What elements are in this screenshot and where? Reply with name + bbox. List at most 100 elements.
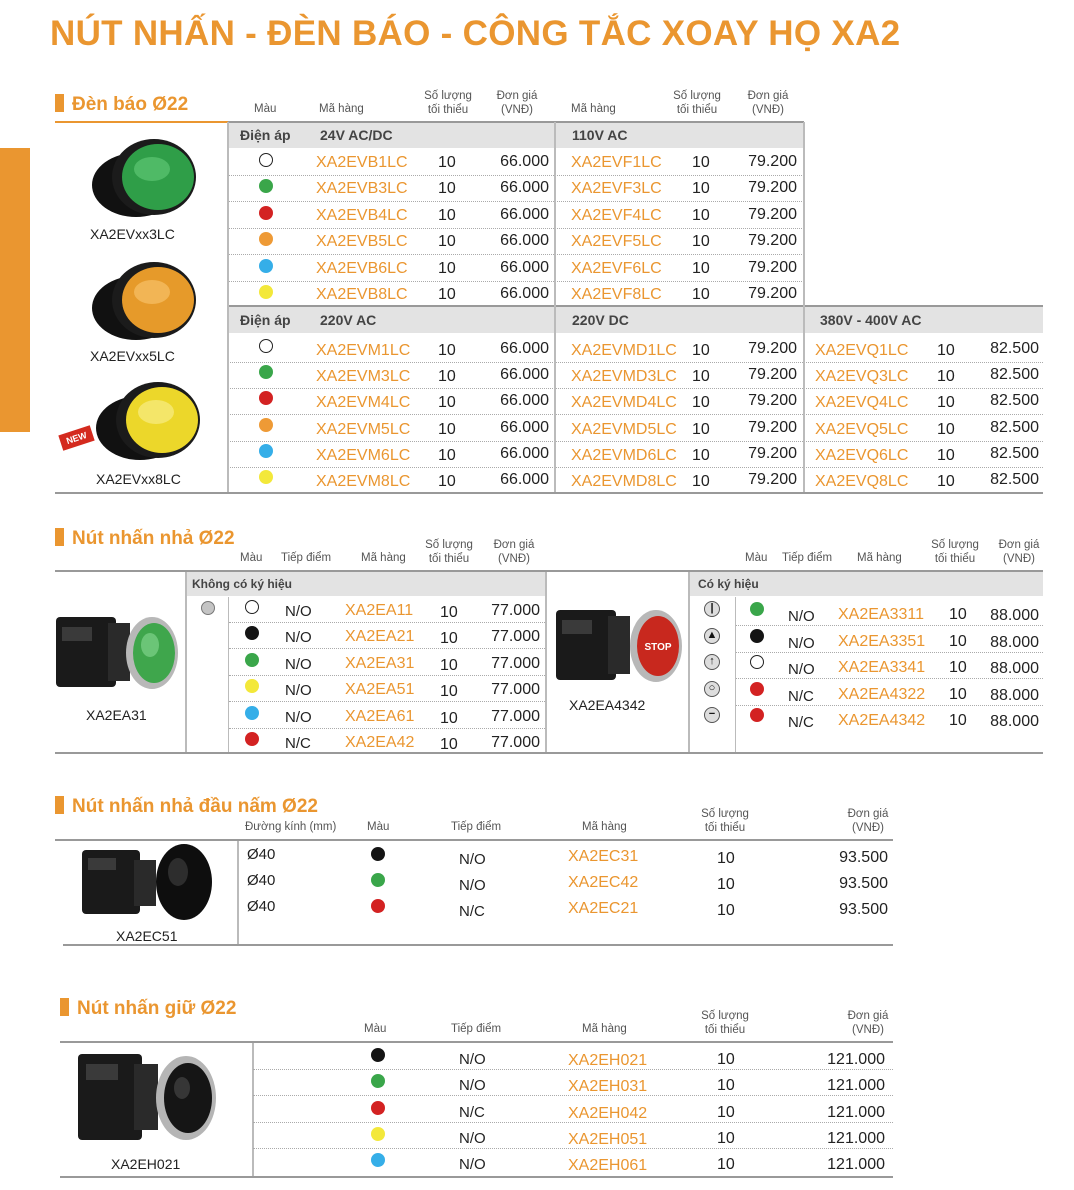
unit-price: 77.000	[491, 734, 540, 751]
symbol-icon: −	[704, 707, 720, 723]
product-code[interactable]: XA2EA4322	[838, 686, 926, 703]
product-code[interactable]: XA2EVMD1LC	[571, 342, 677, 359]
product-code[interactable]: XA2EVQ4LC	[815, 394, 909, 411]
unit-price: 88.000	[990, 687, 1039, 704]
unit-price: 79.200	[748, 232, 797, 249]
product-code[interactable]: XA2EA42	[345, 734, 415, 751]
product-code[interactable]: XA2EVMD6LC	[571, 447, 677, 464]
product-code[interactable]: XA2EA4342	[838, 712, 926, 729]
unit-price: 77.000	[491, 628, 540, 645]
product-code[interactable]: XA2EA31	[345, 655, 415, 672]
product-code[interactable]: XA2EH031	[568, 1078, 648, 1095]
unit-price: 79.200	[748, 206, 797, 223]
product-code[interactable]: XA2EH061	[568, 1157, 648, 1174]
product-code[interactable]: XA2EVF5LC	[571, 233, 662, 250]
product-code[interactable]: XA2EVF1LC	[571, 154, 662, 171]
page-title: NÚT NHẤN - ĐÈN BÁO - CÔNG TẮC XOAY HỌ XA…	[50, 14, 901, 53]
product-code[interactable]: XA2EVMD5LC	[571, 421, 677, 438]
yellow-dot-icon	[245, 679, 259, 693]
product-code[interactable]: XA2EVQ3LC	[815, 368, 909, 385]
product-code[interactable]: XA2EVM4LC	[316, 394, 411, 411]
row-separator	[228, 388, 1043, 389]
white-dot-icon	[259, 153, 273, 167]
product-code[interactable]: XA2EH051	[568, 1131, 648, 1148]
product-code[interactable]: XA2EVF8LC	[571, 286, 662, 303]
min-qty: 10	[692, 473, 710, 490]
product-code[interactable]: XA2EA3351	[838, 633, 926, 650]
product-code[interactable]: XA2EVM5LC	[316, 421, 411, 438]
product-code[interactable]: XA2EVB4LC	[316, 207, 408, 224]
min-qty: 10	[438, 342, 456, 359]
product-code[interactable]: XA2EC31	[568, 848, 639, 865]
section-marker	[55, 796, 64, 814]
product-code[interactable]: XA2EVB8LC	[316, 286, 408, 303]
product-code[interactable]: XA2EH021	[568, 1052, 648, 1069]
section-marker	[60, 998, 69, 1016]
min-qty: 10	[692, 342, 710, 359]
column-divider	[228, 597, 229, 752]
voltage-24v: 24V AC/DC	[320, 127, 393, 143]
min-qty: 10	[692, 447, 710, 464]
product-code[interactable]: XA2EA3311	[838, 606, 924, 623]
table-rule	[55, 839, 893, 841]
unit-price: 82.500	[990, 340, 1039, 357]
product-code[interactable]: XA2EVB3LC	[316, 180, 408, 197]
caption-maintained: XA2EH021	[111, 1156, 181, 1172]
unit-price: 93.500	[839, 849, 888, 866]
product-code[interactable]: XA2EVQ1LC	[815, 342, 909, 359]
product-code[interactable]: XA2EVMD3LC	[571, 368, 677, 385]
row-separator	[228, 414, 1043, 415]
product-code[interactable]: XA2EA51	[345, 681, 415, 698]
product-code[interactable]: XA2EH042	[568, 1105, 648, 1122]
unit-price: 82.500	[990, 366, 1039, 383]
product-code[interactable]: XA2EA3341	[838, 659, 926, 676]
product-code[interactable]: XA2EVM3LC	[316, 368, 411, 385]
min-qty: 10	[949, 659, 967, 676]
product-code[interactable]: XA2EVM6LC	[316, 447, 411, 464]
header-don-gia-2: Đơn giá (VNĐ)	[747, 90, 789, 116]
product-code[interactable]: XA2EVB5LC	[316, 233, 408, 250]
product-code[interactable]: XA2EA21	[345, 628, 415, 645]
product-code[interactable]: XA2EC21	[568, 900, 639, 917]
header-ma-hang: Mã hàng	[319, 103, 364, 115]
unit-price: 121.000	[827, 1130, 885, 1147]
row-separator	[253, 1069, 893, 1070]
header-mau: Màu	[364, 1023, 387, 1035]
header-so-luong: Số lượng tối thiểu	[701, 1010, 749, 1036]
contact-type: N/O	[459, 1051, 486, 1068]
product-code[interactable]: XA2EVB6LC	[316, 260, 408, 277]
section-title-text: Nút nhấn giữ Ø22	[77, 998, 237, 1019]
product-code[interactable]: XA2EVQ8LC	[815, 473, 909, 490]
min-qty: 10	[717, 1104, 735, 1121]
unit-price: 77.000	[491, 602, 540, 619]
band-label-no-symbol: Không có ký hiệu	[192, 577, 293, 591]
min-qty: 10	[717, 902, 735, 919]
unit-price: 66.000	[500, 285, 549, 302]
min-qty: 10	[949, 712, 967, 729]
product-code[interactable]: XA2EVF6LC	[571, 260, 662, 277]
column-divider	[185, 572, 187, 752]
product-code[interactable]: XA2EVMD4LC	[571, 394, 677, 411]
column-divider	[227, 122, 229, 492]
min-qty: 10	[440, 736, 458, 753]
product-code[interactable]: XA2EVQ5LC	[815, 421, 909, 438]
product-code[interactable]: XA2EVM8LC	[316, 473, 411, 490]
product-code[interactable]: XA2EVF4LC	[571, 207, 662, 224]
product-code[interactable]: XA2EA11	[345, 602, 414, 619]
unit-price: 66.000	[500, 206, 549, 223]
header-ma-hang: Mã hàng	[361, 552, 406, 564]
product-code[interactable]: XA2EVB1LC	[316, 154, 408, 171]
yellow-dot-icon	[371, 1127, 385, 1141]
product-code[interactable]: XA2EC42	[568, 874, 639, 891]
product-code[interactable]: XA2EVMD8LC	[571, 473, 677, 490]
voltage-label: Điện áp	[240, 312, 291, 328]
product-code[interactable]: XA2EVQ6LC	[815, 447, 909, 464]
product-code[interactable]: XA2EVF3LC	[571, 180, 662, 197]
product-code[interactable]: XA2EVM1LC	[316, 342, 411, 359]
orange-dot-icon	[259, 418, 273, 432]
black-dot-icon	[750, 629, 764, 643]
section-marker	[55, 94, 64, 112]
green-dot-icon	[259, 365, 273, 379]
product-code[interactable]: XA2EA61	[345, 708, 415, 725]
row-separator	[229, 728, 545, 729]
